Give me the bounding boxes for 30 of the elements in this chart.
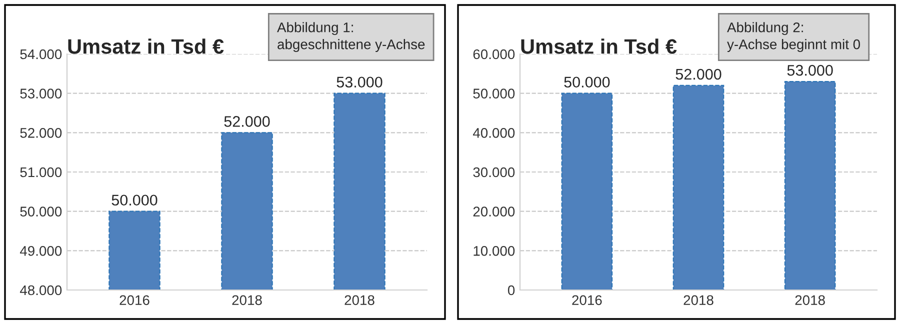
y-tick-label: 53.000 xyxy=(20,88,62,99)
y-tick-label: 49.000 xyxy=(20,246,62,256)
y-tick-label: 20.000 xyxy=(473,206,515,217)
y-tick-label: 51.000 xyxy=(20,167,62,178)
data-label: 53.000 xyxy=(336,76,382,88)
y-tick-label: 52.000 xyxy=(20,128,62,138)
x-tick-label: 2018 xyxy=(684,295,714,306)
y-tick-label: 50.000 xyxy=(20,206,62,217)
chart-title: Umsatz in Tsd € xyxy=(68,38,224,54)
y-tick-label: 50.000 xyxy=(473,88,515,99)
x-tick-label: 2016 xyxy=(572,295,602,306)
y-tick-label: 40.000 xyxy=(472,128,515,138)
y-tick-label: 48.000 xyxy=(20,285,62,296)
y-tick-label: 30.000 xyxy=(473,167,515,178)
data-label: 52.000 xyxy=(676,68,722,80)
x-tick-label: 2018 xyxy=(232,295,262,306)
y-tick-label: 60.000 xyxy=(473,49,515,60)
data-label: 50.000 xyxy=(564,76,610,88)
text: Abbildung 1: abgeschnittene y-Achse xyxy=(277,22,425,52)
y-tick-label: 0 xyxy=(508,285,515,296)
y-tick-label: 54.000 xyxy=(20,49,62,60)
chart-title: Umsatz in Tsd € xyxy=(521,38,677,54)
data-label: 52.000 xyxy=(224,116,270,127)
x-tick-label: 2018 xyxy=(344,295,374,306)
data-label: 50.000 xyxy=(112,194,158,206)
x-tick-label: 2016 xyxy=(120,295,150,306)
data-label: 53.000 xyxy=(787,64,833,76)
x-tick-label: 2018 xyxy=(795,295,825,306)
y-tick-label: 10.000 xyxy=(474,246,515,256)
text: Abbildung 2: y-Achse beginnt mit 0 xyxy=(727,22,860,52)
